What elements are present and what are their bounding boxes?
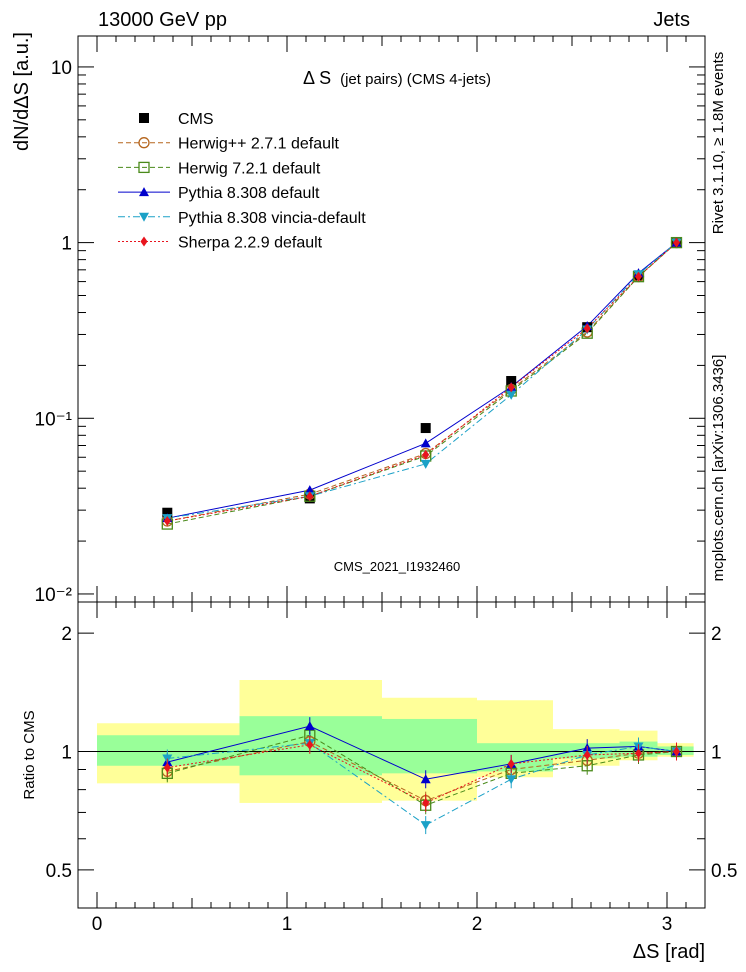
point-sherpa-2-2-9-default <box>163 516 171 527</box>
point-cms <box>506 376 517 387</box>
ratio-point-sherpa-2-2-9-default <box>583 749 591 760</box>
ratio-point-sherpa-2-2-9-default <box>635 748 642 759</box>
x-tick-label: 3 <box>662 914 673 935</box>
y-axis-title-ratio: Ratio to CMS <box>21 710 38 799</box>
ratio-y-tick-label: 1 <box>61 743 72 764</box>
point-sherpa-2-2-9-default <box>583 323 591 334</box>
point-sherpa-2-2-9-default <box>306 491 314 502</box>
ratio-point-sherpa-2-2-9-default <box>507 758 515 769</box>
ratio-y-tick-label-right: 2 <box>711 624 722 645</box>
y-tick-label: 1 <box>61 234 72 255</box>
analysis-label: CMS_2021_I1932460 <box>334 559 461 574</box>
ratio-y-tick-label-right: 1 <box>711 743 722 764</box>
point-sherpa-2-2-9-default <box>507 382 515 393</box>
legend-marker-herwig-2-7-1-default <box>138 137 150 149</box>
ratio-panel-frame <box>77 601 706 909</box>
x-axis-title: ΔS [rad] <box>633 941 705 963</box>
ratio-y-tick-label-right: 0.5 <box>711 861 737 882</box>
legend-marker-pythia-8-308-vincia-default <box>139 212 149 222</box>
y-tick-label: 10 <box>51 58 72 79</box>
x-tick-label: 2 <box>472 914 483 935</box>
y-tick-label: 10⁻¹ <box>35 409 73 430</box>
ratio-y-tick-label: 2 <box>61 624 72 645</box>
plot-title-sub: (jet pairs) (CMS 4-jets) <box>340 71 491 88</box>
legend-marker-sherpa-2-2-9-default <box>140 236 148 247</box>
ratio-point-sherpa-2-2-9-default <box>163 762 171 773</box>
legend: CMS Herwig++ 2.7.1 default Herwig 7.2.1 de… <box>118 111 366 252</box>
point-sherpa-2-2-9-default <box>635 271 642 282</box>
y-axis-title-main: dN/dΔS [a.u.] <box>11 32 33 151</box>
legend-marker-herwig-7-2-1-default <box>138 161 150 174</box>
legend-label-sherpa-2-2-9-default: Sherpa 2.2.9 default <box>178 235 323 252</box>
axes: 0 1 2 3 10 1 10⁻¹ 10⁻² 2 2 1 1 0.5 0.5 <box>35 35 737 935</box>
point-sherpa-2-2-9-default <box>422 449 430 460</box>
point-pythia-8-308-vincia-default <box>420 459 431 469</box>
point-cms <box>420 423 431 434</box>
y-tick-label: 10⁻² <box>35 585 73 606</box>
line-sherpa-2-2-9-default <box>167 242 677 522</box>
ratio-point-pythia-8-308-vincia-default <box>506 775 517 785</box>
legend-label-pythia-8-308-default: Pythia 8.308 default <box>178 185 320 202</box>
mcplots-reference-label: mcplots.cern.ch [arXiv:1306.3436] <box>710 355 727 582</box>
x-tick-label: 0 <box>92 914 103 935</box>
point-pythia-8-308-default <box>420 438 431 448</box>
ratio-point-sherpa-2-2-9-default <box>306 739 314 750</box>
process-label: Jets <box>653 9 690 31</box>
ratio-point-pythia-8-308-vincia-default <box>420 821 431 831</box>
legend-marker-cms <box>139 113 149 123</box>
plot-title-main: Δ S <box>303 68 331 88</box>
point-pythia-8-308-vincia-default <box>506 390 517 400</box>
ratio-point-sherpa-2-2-9-default <box>422 797 430 808</box>
line-herwig-2-7-1-default <box>167 242 677 522</box>
line-pythia-8-308-default <box>167 242 677 519</box>
point-cms <box>162 507 173 518</box>
series-markers <box>161 236 683 835</box>
point-sherpa-2-2-9-default <box>673 237 680 248</box>
legend-label-herwig-7-2-1-default: Herwig 7.2.1 default <box>178 160 321 177</box>
legend-marker-pythia-8-308-default <box>139 187 149 197</box>
ratio-point-pythia-8-308-default <box>420 774 431 784</box>
legend-label-cms: CMS <box>178 111 214 128</box>
ratio-y-tick-label: 0.5 <box>46 861 72 882</box>
rivet-version-label: Rivet 3.1.10, ≥ 1.8M events <box>710 52 727 235</box>
line-herwig-7-2-1-default <box>167 242 677 525</box>
plot-title: Δ S (jet pairs) (CMS 4-jets) <box>303 68 491 88</box>
x-tick-label: 1 <box>282 914 293 935</box>
ratio-band-green <box>382 718 477 774</box>
legend-label-pythia-8-308-vincia-default: Pythia 8.308 vincia-default <box>178 210 366 227</box>
ratio-point-sherpa-2-2-9-default <box>673 746 680 757</box>
legend-label-herwig-2-7-1-default: Herwig++ 2.7.1 default <box>178 136 340 153</box>
beam-energy-label: 13000 GeV pp <box>98 9 227 31</box>
point-pythia-8-308-default <box>304 485 315 495</box>
ratio-point-pythia-8-308-default <box>304 721 315 731</box>
line-pythia-8-308-vincia-default <box>167 242 677 519</box>
